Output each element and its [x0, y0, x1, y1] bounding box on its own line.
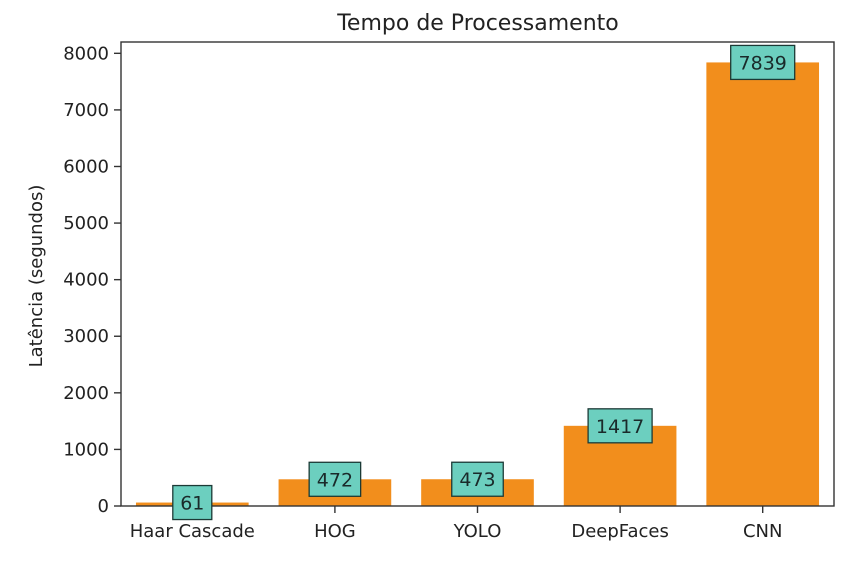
- chart-title: Tempo de Processamento: [336, 11, 619, 36]
- data-label-1: 472: [317, 469, 353, 491]
- data-label-3: 1417: [596, 416, 644, 438]
- data-label-box-3: [587, 408, 653, 444]
- y-tick-label-3: 3000: [63, 326, 109, 347]
- y-tick-label-4: 4000: [63, 270, 109, 291]
- y-tick-label-7: 7000: [63, 100, 109, 121]
- data-label-0: 61: [180, 493, 204, 515]
- data-label-4: 7839: [739, 52, 787, 74]
- x-tick-label-4: CNN: [743, 521, 783, 542]
- data-label-box-2: [451, 461, 504, 497]
- data-label-box-0: [172, 484, 213, 521]
- data-label-2: 473: [459, 469, 495, 491]
- y-tick-label-0: 0: [98, 496, 109, 517]
- plot-area: 0 1000 2000 3000 4000 5000 6000 7000 8000 Haar Ca…: [63, 41, 835, 542]
- y-tick-label-6: 6000: [63, 156, 109, 177]
- data-label-box-1: [308, 461, 362, 497]
- x-tick-label-2: YOLO: [453, 521, 502, 542]
- x-tick-label-1: HOG: [314, 521, 356, 542]
- y-axis-label: Latência (segundos): [26, 185, 47, 368]
- y-tick-label-8: 8000: [63, 43, 109, 64]
- bar-4: [706, 62, 820, 507]
- y-tick-label-2: 2000: [63, 383, 109, 404]
- x-tick-label-3: DeepFaces: [571, 521, 669, 542]
- y-tick-label-5: 5000: [63, 213, 109, 234]
- y-tick-label-1: 1000: [63, 439, 109, 460]
- x-tick-label-0: Haar Cascade: [130, 521, 255, 542]
- data-label-box-4: [730, 44, 796, 81]
